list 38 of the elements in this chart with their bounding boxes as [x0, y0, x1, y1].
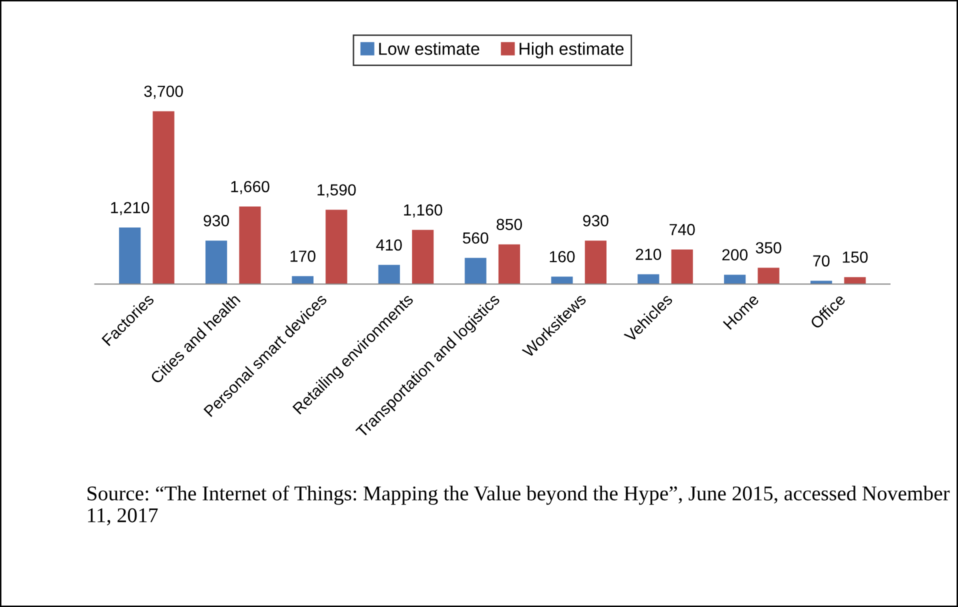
bar — [498, 244, 520, 284]
data-label: 170 — [290, 250, 316, 262]
data-label: 1,160 — [404, 204, 442, 218]
bar — [119, 228, 141, 284]
bar — [292, 276, 314, 284]
data-label: 210 — [636, 248, 662, 260]
data-label: 3,700 — [144, 86, 183, 99]
bar — [239, 206, 261, 284]
data-label: 200 — [722, 249, 748, 260]
data-label: 930 — [583, 215, 608, 226]
data-label: 1,210 — [111, 202, 150, 216]
bar — [412, 230, 434, 284]
data-label: 70 — [813, 255, 830, 267]
bar — [152, 111, 174, 284]
bar — [844, 277, 866, 284]
bar — [584, 240, 606, 284]
bar — [724, 274, 746, 284]
bar — [378, 264, 400, 284]
data-label: 410 — [376, 239, 402, 251]
bar — [551, 276, 573, 284]
data-label: 930 — [204, 215, 229, 226]
bar — [205, 240, 228, 284]
data-label: 150 — [842, 251, 868, 263]
bar — [464, 258, 486, 284]
source-note: Source: “The Internet of Things: Mapping the Value beyond the Hype”, June 2015, accessed November 11, 2017 — [88, 486, 950, 526]
data-label: 740 — [670, 224, 695, 236]
legend-label: Low estimate — [379, 42, 480, 55]
data-label: 560 — [462, 232, 488, 244]
legend-label: High estimate — [520, 42, 624, 58]
data-label: 1,660 — [231, 180, 270, 194]
data-label: 350 — [756, 242, 782, 254]
data-label: 160 — [550, 251, 575, 262]
bar — [758, 268, 780, 284]
bar — [671, 250, 693, 284]
bar — [638, 274, 660, 284]
data-label: 1,590 — [318, 184, 356, 198]
data-label: 850 — [496, 218, 522, 230]
bar — [326, 210, 348, 284]
